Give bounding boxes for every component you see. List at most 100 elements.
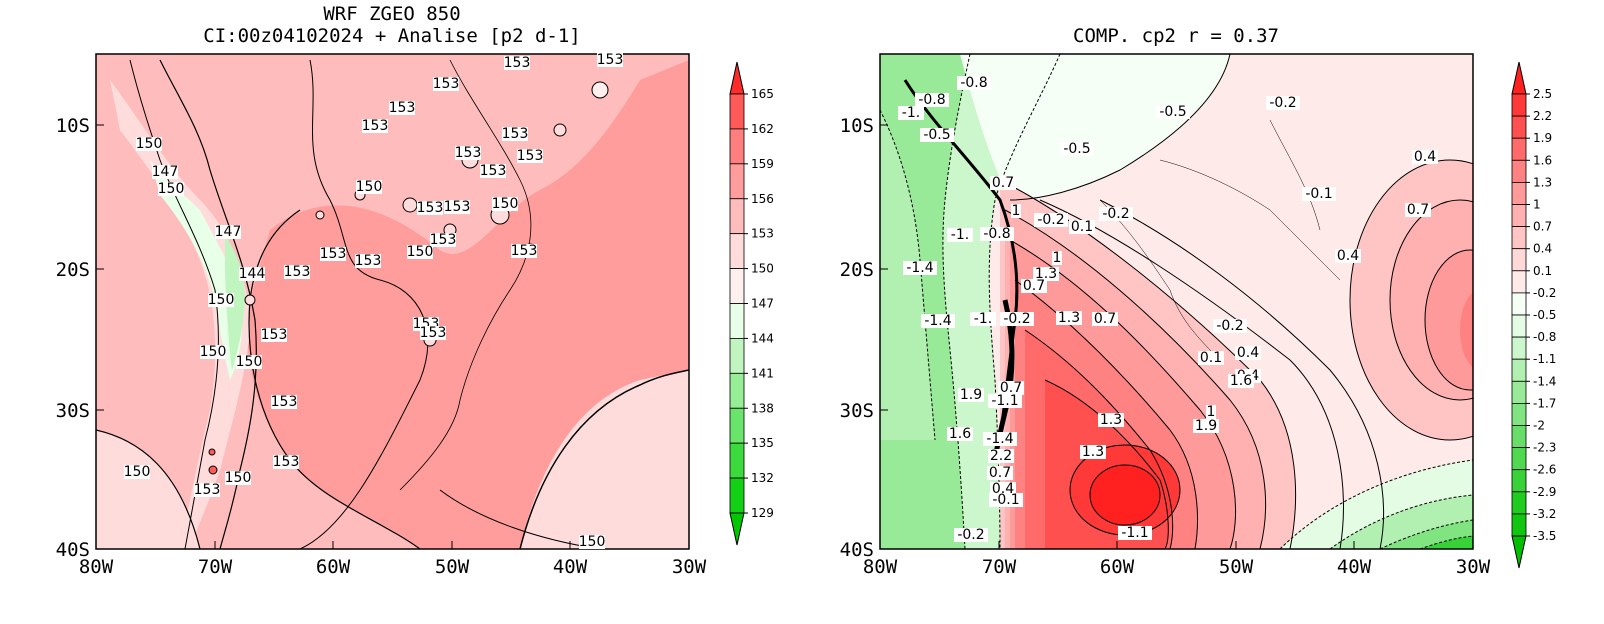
left-contour-label: 150 [158, 181, 185, 197]
right-contour-label: 1.9 [1195, 418, 1217, 434]
left-contour-label-bg [136, 137, 162, 151]
right-contour-label: 2.2 [990, 448, 1012, 464]
left-contour-label: 153 [455, 145, 482, 161]
left-contour-label: 153 [320, 246, 347, 262]
right-contour-label-bg [990, 482, 1016, 496]
right-colorbar-label: -1.7 [1533, 396, 1556, 410]
left-contour-label: 150 [136, 136, 163, 152]
right-colorbar-swatch [1511, 380, 1527, 404]
right-contour-label-bg [898, 106, 924, 120]
left-ytick-40s: 40S [56, 539, 90, 561]
left-colorbar-label: 159 [751, 157, 774, 171]
right-contour-label: 1.6 [949, 426, 971, 442]
left-title-line2: CI:00z04102024 + Analise [p2 d-1] [203, 25, 581, 47]
left-contour-label-bg [124, 465, 150, 479]
right-contour-label-bg [1156, 105, 1190, 119]
left-contour-label: 150 [124, 464, 151, 480]
left-contour-label-bg [407, 245, 433, 259]
right-axes: 10S 20S 30S 40S 80W 70W 60W 50W 40W 30W [840, 115, 1491, 578]
left-contour-label-bg [225, 471, 251, 485]
left-colorbar-label: 141 [751, 366, 774, 380]
left-contour-label-bg [152, 165, 178, 179]
right-colorbar-label: 0.7 [1533, 220, 1552, 234]
left-contour-label: 153 [362, 118, 389, 134]
right-contour-label-bg [1052, 251, 1062, 265]
left-map-panel: WRF ZGEO 850 CI:00z04102024 + Analise [p… [56, 3, 774, 578]
left-ytick-20s: 20S [56, 259, 90, 281]
right-contour-label-bg [988, 394, 1022, 408]
left-colorbar-swatch [729, 163, 745, 200]
right-title: COMP. cp2 r = 0.37 [1073, 25, 1279, 47]
right-colorbar-label: 0.1 [1533, 264, 1552, 278]
right-contour-label-bg [947, 228, 973, 242]
right-contour-label: 1 [1012, 203, 1021, 219]
left-contour-label-bg [362, 119, 388, 133]
right-colorbar-swatch [1511, 491, 1527, 515]
right-colorbar-label: -1.4 [1533, 374, 1556, 388]
right-contour-label-bg [1198, 351, 1224, 365]
right-contour-label-bg [958, 388, 984, 402]
right-contour-label: -1.4 [924, 313, 951, 329]
right-contour-label-bg [920, 128, 954, 142]
right-xtick-60w: 60W [1100, 556, 1135, 578]
right-contour-label-bg [970, 312, 996, 326]
right-colorbar-swatch [1511, 402, 1527, 426]
left-contour-label: 144 [239, 266, 266, 282]
right-colorbar-swatch [1511, 292, 1527, 316]
left-contour-label: 150 [225, 470, 252, 486]
right-ytick-40s: 40S [840, 539, 874, 561]
right-colorbar-label: -2.6 [1533, 463, 1556, 477]
right-colorbar-swatch [1511, 137, 1527, 161]
left-ytick-30s: 30S [56, 400, 90, 422]
left-colorbar-label: 138 [751, 401, 774, 415]
right-contour-label: 0.7 [1407, 202, 1429, 218]
right-colorbar-swatch [1511, 248, 1527, 272]
left-contour-label: 150 [236, 354, 263, 370]
left-colorbar-label: 162 [751, 122, 774, 136]
right-contour-label: 1.3 [1082, 444, 1104, 460]
left-contour-label-bg [208, 293, 234, 307]
right-contour-label-bg [903, 261, 937, 275]
right-contour-label-bg [1060, 142, 1094, 156]
right-colorbar-label: 1.6 [1533, 153, 1552, 167]
left-xtick-30w: 30W [672, 556, 707, 578]
left-contour-label-bg [417, 201, 443, 215]
right-colorbar-label: -1.1 [1533, 352, 1556, 366]
left-contour-label: 153 [420, 325, 447, 341]
right-contour-label-bg [957, 76, 991, 90]
right-colorbar-label: -2.3 [1533, 441, 1556, 455]
left-contour-label-bg [320, 247, 346, 261]
right-contour-label: -0.2 [1037, 212, 1064, 228]
right-colorbar-swatch [1511, 226, 1527, 250]
left-colorbar-swatch [729, 442, 745, 479]
right-contour-label-bg [1118, 526, 1152, 540]
left-title-line1: WRF ZGEO 850 [323, 3, 460, 25]
left-contour-label: 147 [152, 164, 179, 180]
right-colorbar-swatch [1511, 425, 1527, 449]
left-colorbar-label: 135 [751, 436, 774, 450]
left-colorbar-label: 156 [751, 192, 774, 206]
right-xtick-70w: 70W [982, 556, 1017, 578]
left-contour-label-bg [356, 180, 382, 194]
right-colorbar-label: -3.5 [1533, 529, 1556, 543]
left-contour-label: 153 [273, 454, 300, 470]
left-colorbar-swatch [729, 407, 745, 444]
right-contour-label-bg [1206, 405, 1216, 419]
right-ytick-20s: 20S [840, 259, 874, 281]
right-contour-label: 0.7 [989, 465, 1011, 481]
left-contour-label: 150 [579, 534, 606, 550]
right-xtick-50w: 50W [1219, 556, 1254, 578]
right-colorbar-swatch [1511, 469, 1527, 493]
left-contour-label: 153 [502, 126, 529, 142]
right-contour-label-bg [1335, 249, 1361, 263]
right-contour-label-bg [1034, 213, 1068, 227]
left-contour-label-bg [355, 254, 381, 268]
left-map-field [96, 54, 689, 549]
right-contour-label: 1 [1053, 250, 1062, 266]
left-colorbar-label: 153 [751, 227, 774, 241]
left-colorbar-swatch [729, 198, 745, 235]
left-contour-label: 153 [284, 264, 311, 280]
left-colorbar-label: 150 [751, 262, 774, 276]
